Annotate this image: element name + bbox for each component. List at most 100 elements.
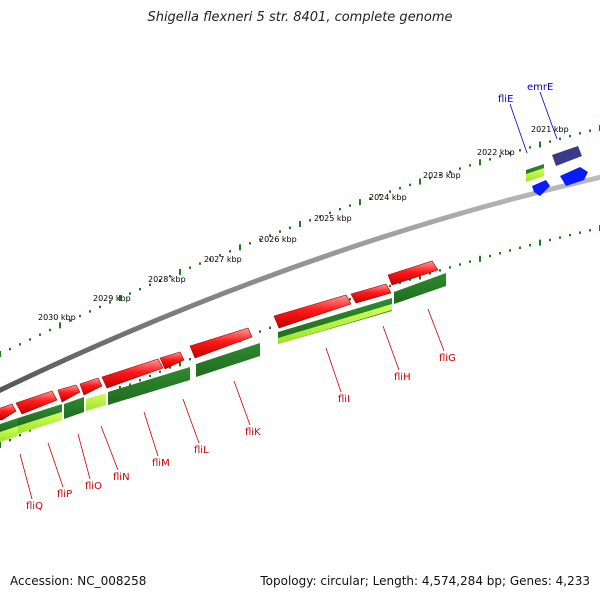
tick-mark (0, 442, 1, 448)
gene-label-fliG: fliG (439, 353, 456, 364)
tick-mark (409, 278, 411, 281)
accession-text: Accession: NC_008258 (10, 574, 147, 588)
tick-mark (389, 284, 391, 288)
tick-mark (419, 178, 421, 185)
reverse-genes (0, 273, 446, 442)
tick-mark (299, 221, 301, 227)
tick-mark (39, 333, 41, 336)
kbp-label-2022: 2022 kbp (477, 148, 515, 157)
tick-mark (519, 246, 521, 249)
tick-mark (519, 149, 521, 152)
gene-label-fliN: fliN (113, 472, 130, 483)
tick-mark (179, 360, 181, 367)
genome-summary-text: Topology: circular; Length: 4,574,284 bp… (260, 574, 590, 588)
gene-fliI-forward (350, 283, 392, 304)
kbp-label-2027: 2027 kbp (204, 255, 242, 264)
gene-fliQ-reverse-dark (0, 418, 18, 432)
gene-leader-lines-blue (509, 91, 558, 154)
gene-fliP-reverse-light (18, 412, 62, 434)
tick-mark (489, 254, 491, 258)
tick-mark (589, 229, 591, 232)
tick-mark (549, 140, 551, 143)
tick-mark (169, 275, 171, 278)
tick-mark (149, 283, 151, 286)
gene-label-fliP: fliP (57, 489, 72, 500)
tick-mark (139, 287, 141, 291)
tick-mark (29, 429, 31, 432)
tick-mark (179, 268, 181, 275)
tick-mark (339, 208, 341, 211)
tick-mark (269, 326, 271, 329)
tick-mark (149, 374, 151, 378)
kbp-label-2028: 2028 kbp (148, 275, 186, 284)
gene-fliE-light (526, 168, 544, 182)
tick-mark (309, 219, 311, 222)
outer-tick-ring (0, 125, 600, 357)
tick-mark (379, 193, 381, 197)
gene-fliO-forward (57, 384, 81, 403)
tick-mark (159, 279, 161, 282)
tick-mark (479, 159, 481, 166)
tick-mark (479, 255, 481, 262)
tick-mark (509, 249, 511, 252)
gene-fliJ-forward (273, 294, 352, 329)
tick-mark (259, 238, 261, 241)
gene-fliK-forward (189, 327, 253, 359)
tick-mark (189, 358, 191, 361)
tick-mark (559, 236, 561, 239)
tick-mark (349, 298, 351, 301)
kbp-label-2024: 2024 kbp (369, 193, 407, 202)
tick-mark (9, 347, 11, 351)
tick-mark (199, 262, 201, 265)
gene-fliL-forward (159, 351, 185, 370)
kbp-label-2023: 2023 kbp (423, 171, 461, 180)
gene-fliL-reverse (196, 343, 260, 377)
tick-mark (399, 187, 401, 190)
tick-mark (429, 177, 431, 180)
gene-label-fliL: fliL (194, 445, 209, 456)
gene-fliQ-forward (0, 403, 17, 421)
tick-mark (539, 239, 541, 246)
tick-mark (99, 305, 101, 309)
tick-mark (219, 254, 221, 257)
gene-label-fliI: fliI (338, 394, 350, 405)
gene-fliH-forward (387, 260, 439, 286)
tick-mark (399, 281, 401, 284)
tick-mark (89, 310, 91, 313)
genome-backbone (0, 174, 600, 393)
tick-mark (139, 379, 141, 382)
tick-mark (509, 152, 511, 155)
tick-mark (19, 343, 21, 346)
tick-mark (439, 269, 441, 272)
gene-label-fliQ: fliQ (26, 501, 43, 512)
tick-mark (579, 231, 581, 234)
tick-mark (169, 366, 171, 369)
gene-fliN-forward (79, 377, 103, 396)
gene-label-fliH: fliH (394, 372, 411, 383)
tick-mark (359, 199, 361, 206)
tick-mark (249, 242, 251, 245)
gene-labels: fliQ fliP fliO fliN fliM fliL fliK fliI … (26, 353, 456, 512)
kbp-label-2029: 2029 kbp (93, 294, 131, 303)
kbp-label-2026: 2026 kbp (259, 235, 297, 244)
kbp-labels: 2021 kbp 2022 kbp 2023 kbp 2024 kbp 2025… (38, 125, 569, 322)
tick-mark (79, 314, 81, 318)
gene-fliM-reverse (108, 367, 190, 405)
tick-mark (439, 173, 441, 177)
tick-mark (129, 383, 131, 386)
kbp-label-2025: 2025 kbp (314, 214, 352, 223)
tick-mark (259, 330, 261, 333)
tick-mark (409, 183, 411, 187)
tick-mark (349, 204, 351, 207)
tick-mark (589, 129, 591, 132)
tick-mark (499, 155, 501, 158)
tick-mark (49, 328, 51, 332)
tick-mark (29, 338, 31, 341)
gene-fliG-reverse (394, 273, 446, 304)
tick-mark (569, 233, 571, 237)
tick-mark (449, 266, 451, 269)
gene-leader-lines (19, 308, 445, 500)
tick-mark (499, 252, 501, 255)
tick-mark (459, 263, 461, 266)
tick-mark (269, 234, 271, 237)
